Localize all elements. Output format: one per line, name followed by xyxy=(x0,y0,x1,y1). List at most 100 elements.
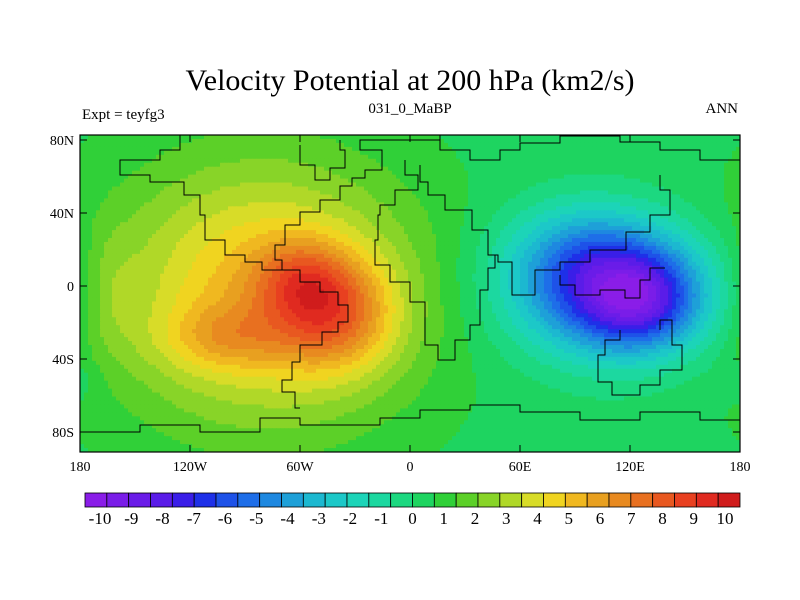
field-cell xyxy=(564,198,569,203)
field-cell xyxy=(528,198,533,203)
field-cell xyxy=(724,158,729,164)
field-cell xyxy=(120,245,125,251)
field-cell xyxy=(260,150,265,156)
field-cell xyxy=(224,234,229,239)
field-cell xyxy=(552,190,557,196)
field-cell xyxy=(104,162,109,168)
field-cell xyxy=(460,198,465,203)
field-cell xyxy=(140,210,145,215)
field-cell xyxy=(180,238,185,243)
field-cell xyxy=(292,142,297,148)
field-cell xyxy=(240,238,245,243)
field-cell xyxy=(476,146,481,152)
field-cell xyxy=(732,241,737,247)
field-cell xyxy=(236,230,241,235)
field-cell xyxy=(420,162,425,168)
field-cell xyxy=(516,166,521,172)
field-cell xyxy=(672,241,677,247)
field-cell xyxy=(636,166,641,172)
field-cell xyxy=(88,170,93,176)
field-cell xyxy=(592,154,597,160)
field-cell xyxy=(644,186,649,192)
field-cell xyxy=(92,174,97,180)
field-cell xyxy=(92,162,97,168)
field-cell xyxy=(420,138,425,144)
field-cell xyxy=(608,190,613,196)
field-cell xyxy=(132,206,137,211)
field-cell xyxy=(172,174,177,180)
field-cell xyxy=(532,238,537,243)
field-cell xyxy=(540,138,545,144)
field-cell xyxy=(356,142,361,148)
field-cell xyxy=(632,238,637,243)
field-cell xyxy=(132,138,137,144)
field-cell xyxy=(312,158,317,164)
field-cell xyxy=(288,178,293,184)
field-cell xyxy=(452,162,457,168)
field-cell xyxy=(596,222,601,227)
field-cell xyxy=(556,142,561,148)
field-cell xyxy=(116,226,121,231)
field-cell xyxy=(564,230,569,235)
field-cell xyxy=(488,186,493,192)
field-cell xyxy=(724,249,729,255)
field-cell xyxy=(268,226,273,231)
field-cell xyxy=(504,218,509,223)
field-cell xyxy=(592,241,597,247)
field-cell xyxy=(240,230,245,235)
field-cell xyxy=(252,182,257,188)
field-cell xyxy=(172,190,177,196)
field-cell xyxy=(408,182,413,188)
field-cell xyxy=(540,150,545,156)
field-cell xyxy=(128,178,133,184)
field-cell xyxy=(368,186,373,192)
field-cell xyxy=(676,170,681,176)
field-cell xyxy=(428,210,433,215)
field-cell xyxy=(108,218,113,223)
field-cell xyxy=(712,214,717,219)
field-cell xyxy=(568,174,573,180)
field-cell xyxy=(624,206,629,211)
field-cell xyxy=(476,135,481,140)
field-cell xyxy=(624,202,629,207)
field-cell xyxy=(612,249,617,255)
field-cell xyxy=(220,178,225,184)
field-cell xyxy=(368,138,373,144)
field-cell xyxy=(408,190,413,196)
field-cell xyxy=(496,174,501,180)
field-cell xyxy=(428,194,433,199)
field-cell xyxy=(732,206,737,211)
field-cell xyxy=(432,162,437,168)
field-cell xyxy=(184,170,189,176)
field-cell xyxy=(600,249,605,255)
field-cell xyxy=(588,158,593,164)
field-cell xyxy=(416,230,421,235)
field-cell xyxy=(456,154,461,160)
field-cell xyxy=(708,202,713,207)
field-cell xyxy=(236,202,241,207)
field-cell xyxy=(264,238,269,243)
field-cell xyxy=(408,142,413,148)
field-cell xyxy=(616,135,621,140)
field-cell xyxy=(612,190,617,196)
field-cell xyxy=(128,202,133,207)
field-cell xyxy=(524,230,529,235)
field-cell xyxy=(384,241,389,247)
field-cell xyxy=(276,202,281,207)
field-cell xyxy=(524,238,529,243)
field-cell xyxy=(80,154,85,160)
field-cell xyxy=(108,234,113,239)
field-cell xyxy=(432,142,437,148)
field-cell xyxy=(500,166,505,172)
field-cell xyxy=(160,222,165,227)
field-cell xyxy=(288,241,293,247)
field-cell xyxy=(312,138,317,144)
field-cell xyxy=(484,222,489,227)
field-cell xyxy=(336,150,341,156)
field-cell xyxy=(400,234,405,239)
field-cell xyxy=(128,194,133,199)
field-cell xyxy=(316,170,321,176)
field-cell xyxy=(236,182,241,188)
field-cell xyxy=(200,154,205,160)
field-cell xyxy=(432,135,437,140)
